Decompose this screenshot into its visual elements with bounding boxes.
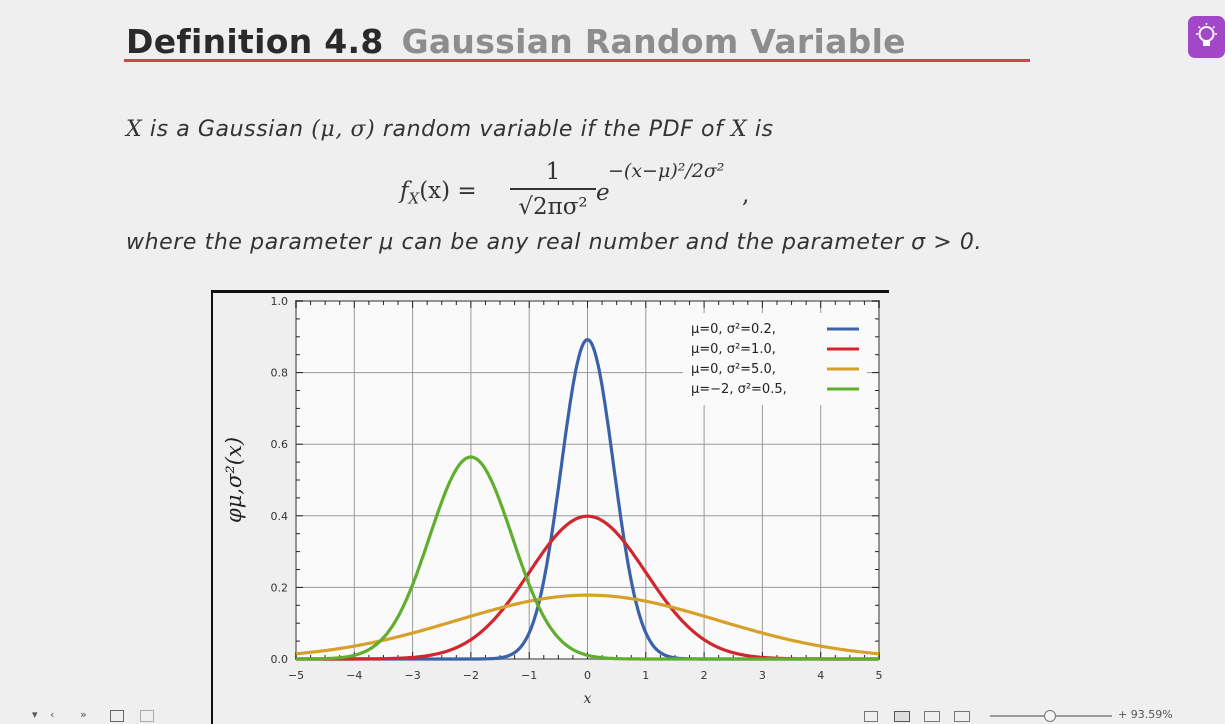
y-tick-label: 0.6: [271, 438, 289, 451]
var-x: X: [126, 117, 143, 142]
lightbulb-button[interactable]: [1188, 16, 1225, 58]
gaussian-chart: −5 −4 −3 −2 −1 0 1 2 3 4 5 0.0 0.2 0.4 0.6 0.8 1.0 φμ,σ²(…: [222, 295, 883, 707]
y-tick-label: 0.0: [271, 653, 289, 666]
formula-exponent: −(x−μ)²/2σ²: [608, 160, 725, 182]
zoom-slider-handle[interactable]: [1044, 710, 1056, 722]
x-tick-label: 0: [584, 669, 591, 682]
legend-label-0: μ=0, σ²=0.2,: [691, 322, 776, 337]
formula-lhs: fX(x) =: [400, 178, 477, 208]
normal-view-icon[interactable]: [864, 711, 878, 722]
x-tick-label: −3: [404, 669, 420, 682]
formula-denominator: √2πσ²: [518, 194, 588, 220]
x-tick-label: −1: [521, 669, 537, 682]
x-tick-label: 3: [759, 669, 766, 682]
x-tick-label: −2: [463, 669, 479, 682]
y-tick-label: 0.4: [271, 510, 289, 523]
gaussian-pdf-formula: fX(x) = 1 √2πσ² e −(x−μ)²/2σ² ,: [400, 158, 780, 228]
nav-prev-icon[interactable]: ‹: [50, 708, 55, 721]
copy-icon[interactable]: [140, 710, 154, 722]
nav-menu-icon[interactable]: ▾: [32, 708, 38, 721]
definition-intro: X is a Gaussian (μ, σ) random variable i…: [126, 117, 774, 142]
formula-base: e: [596, 180, 610, 206]
x-tick-label: −4: [346, 669, 362, 682]
title-underline: [124, 59, 1030, 62]
notes-icon[interactable]: [110, 710, 124, 722]
chart-frame-top: [212, 290, 889, 293]
status-bar: ▾ ‹ » + 93.59%: [0, 708, 1225, 724]
y-tick-label: 1.0: [271, 295, 289, 308]
y-axis-label: φμ,σ²(x): [222, 437, 246, 523]
formula-numerator: 1: [545, 159, 561, 185]
slide-title: Definition 4.8 Gaussian Random Variable: [126, 22, 906, 61]
intro-pre: is a Gaussian: [149, 117, 304, 142]
definition-name: Gaussian Random Variable: [401, 22, 906, 61]
y-tick-label: 0.2: [271, 581, 289, 594]
x-axis-label: x: [584, 691, 592, 707]
legend-label-1: μ=0, σ²=1.0,: [691, 342, 776, 357]
y-tick-label: 0.8: [271, 367, 289, 380]
x-tick-label: 1: [642, 669, 649, 682]
x-tick-label: 5: [876, 669, 883, 682]
x-tick-label: 4: [817, 669, 824, 682]
series-line-3: [295, 455, 880, 661]
legend-label-3: μ=−2, σ²=0.5,: [691, 382, 787, 397]
formula-fraction: 1 √2πσ²: [510, 158, 596, 222]
outline-view-icon[interactable]: [894, 711, 910, 722]
intro-post: random variable if the PDF of: [382, 117, 724, 142]
reading-view-icon[interactable]: [954, 711, 970, 722]
var-x-2: X: [730, 117, 748, 142]
series-line-2: [295, 593, 880, 656]
x-tick-label: −5: [288, 669, 304, 682]
slide-sorter-icon[interactable]: [924, 711, 940, 722]
zoom-level[interactable]: + 93.59%: [1118, 708, 1173, 721]
x-tick-label: 2: [701, 669, 708, 682]
definition-condition: where the parameter μ can be any real nu…: [126, 230, 983, 255]
nav-skip-icon[interactable]: »: [80, 708, 87, 721]
lightbulb-icon: [1196, 23, 1217, 46]
intro-end: is: [754, 117, 774, 142]
intro-params: (μ, σ): [311, 117, 376, 142]
definition-number: Definition 4.8: [126, 22, 384, 61]
legend-label-2: μ=0, σ²=5.0,: [691, 362, 776, 377]
formula-trail: ,: [742, 182, 750, 208]
chart-frame-left: [211, 290, 213, 724]
fraction-bar: [510, 188, 596, 190]
